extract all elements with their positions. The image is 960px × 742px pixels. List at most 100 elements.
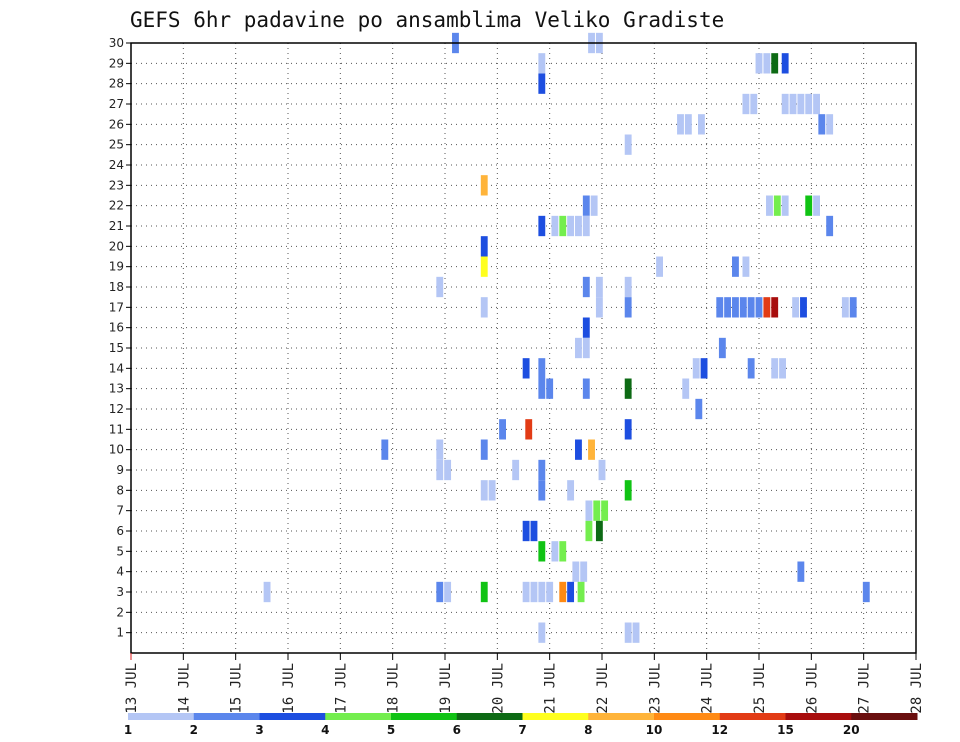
legend-swatch [456,713,523,720]
data-cell [567,480,575,501]
legend-swatch [654,713,721,720]
data-cell [598,459,606,481]
data-cell [538,378,546,399]
data-cell [695,398,703,420]
data-cell [601,500,609,521]
data-cell [771,358,779,379]
data-cell [575,439,582,460]
data-cell [480,581,488,603]
data-cell [700,358,708,379]
data-cell [797,561,805,582]
data-cell [595,276,603,298]
y-tick-label: 29 [109,56,124,70]
data-cell [551,541,559,562]
data-cell [763,53,771,74]
data-cell [826,114,834,135]
data-cell [742,256,750,277]
legend-swatch [719,713,786,720]
data-cell [538,215,546,237]
data-cell [697,114,705,135]
y-tick-label: 23 [109,178,124,192]
x-axis-ticks: 13 JUL 14 JUL 15 JUL 16 JUL 17 JUL 18 JUL 19 J… [124,653,925,714]
y-tick-label: 16 [109,321,124,335]
y-tick-label: 21 [109,219,124,233]
data-cell [739,297,747,318]
data-cell [632,622,640,643]
data-cell [849,297,857,318]
data-cell [755,297,763,318]
data-cell [771,53,779,74]
color-legend: 1 2 3 4 5 6 7 8 10 12 15 20 [124,713,918,737]
data-cell [593,500,601,521]
data-cell [750,93,758,115]
x-tick-label: 14 JUL [176,663,192,714]
grid-lines [131,43,916,653]
y-tick-label: 30 [109,36,124,50]
y-tick-label: 7 [116,504,124,518]
chart-title: GEFS 6hr padavine po ansamblima Veliko G… [130,8,724,32]
data-cell [742,93,750,115]
y-tick-label: 10 [109,443,124,457]
data-cell [718,337,726,359]
legend-label: 8 [584,723,592,737]
legend-label: 4 [321,723,329,737]
data-cell [781,53,789,74]
data-cell [582,317,590,338]
data-cell [624,134,632,155]
data-cell [538,53,546,74]
legend-swatch [588,713,655,720]
data-cell [813,93,821,115]
data-cell [538,622,546,643]
data-cell [582,215,590,237]
legend-label: 1 [124,723,132,737]
y-tick-label: 26 [109,117,124,131]
data-cell [724,297,732,318]
legend-label: 6 [453,723,461,737]
data-cell [624,378,632,399]
data-cell [480,256,488,277]
data-cell [538,73,546,94]
data-cell [781,93,789,115]
data-cell [682,378,690,399]
data-cell [488,480,496,501]
data-cell [444,459,452,481]
data-cell [763,297,771,318]
data-cell [577,581,585,603]
x-tick-label: 19 JUL [438,663,454,714]
data-cell [381,439,389,460]
data-cell [538,459,546,481]
data-cell [590,195,598,216]
x-tick-label: 23 JUL [647,663,663,714]
legend-swatch [259,713,326,720]
y-tick-label: 24 [109,158,124,172]
y-tick-label: 8 [116,483,124,497]
data-cell [582,337,590,359]
y-tick-label: 12 [109,402,124,416]
legend-label: 2 [190,723,198,737]
x-tick-label: 16 JUL [281,663,297,714]
x-tick-label: 25 JUL [752,663,768,714]
data-cell [755,53,763,74]
data-cell [677,114,684,135]
data-cell [732,297,739,318]
y-tick-label: 20 [109,239,124,253]
y-tick-label: 15 [109,341,124,355]
legend-label: 5 [387,723,395,737]
data-cell [512,459,520,481]
y-tick-label: 1 [116,626,124,640]
data-cell [841,297,849,318]
data-cell [585,520,593,542]
y-tick-label: 19 [109,260,124,274]
data-cell [551,215,559,237]
legend-swatch [785,713,852,720]
y-tick-label: 6 [116,524,124,538]
data-cell [624,480,632,501]
legend-label: 20 [843,723,860,737]
legend-label: 12 [711,723,728,737]
x-tick-label: 18 JUL [386,663,402,714]
data-cell [624,276,632,298]
data-cell [572,561,580,582]
y-tick-label: 2 [116,605,124,619]
data-cell [792,297,800,318]
